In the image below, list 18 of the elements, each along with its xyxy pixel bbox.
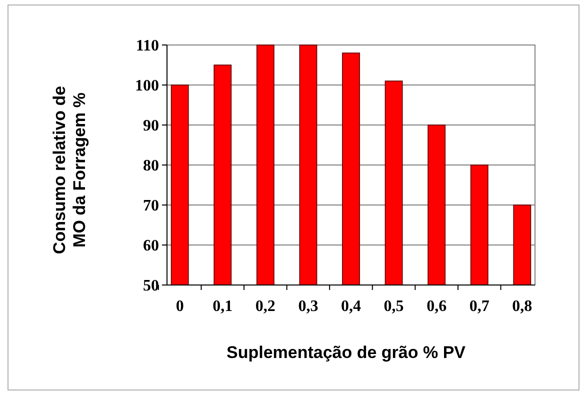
- x-tick-label: 0,6: [426, 298, 447, 315]
- x-tick-label: 0,2: [255, 298, 276, 315]
- x-tick-label: 0: [176, 298, 184, 315]
- x-tick-label: 0,8: [512, 298, 532, 315]
- y-tick-label: 50: [143, 278, 159, 295]
- x-tick-label: 0,5: [384, 298, 404, 315]
- y-axis-title: Consumo relativo de MO da Forragem %: [50, 86, 90, 254]
- x-tick-label: 0,7: [469, 298, 490, 315]
- x-tick-label: 0,3: [298, 298, 318, 315]
- y-tick-label: 70: [143, 198, 159, 215]
- x-tick-label: 0,1: [212, 298, 233, 315]
- y-tick-label: 110: [136, 38, 159, 55]
- x-tick-label: 0,4: [341, 298, 361, 315]
- y-tick-label: 90: [143, 118, 159, 135]
- y-tick-label: 80: [143, 158, 159, 175]
- y-tick-label: 100: [135, 78, 159, 95]
- x-axis-title: Suplementação de grão % PV: [226, 343, 466, 362]
- y-tick-label: 60: [143, 238, 159, 255]
